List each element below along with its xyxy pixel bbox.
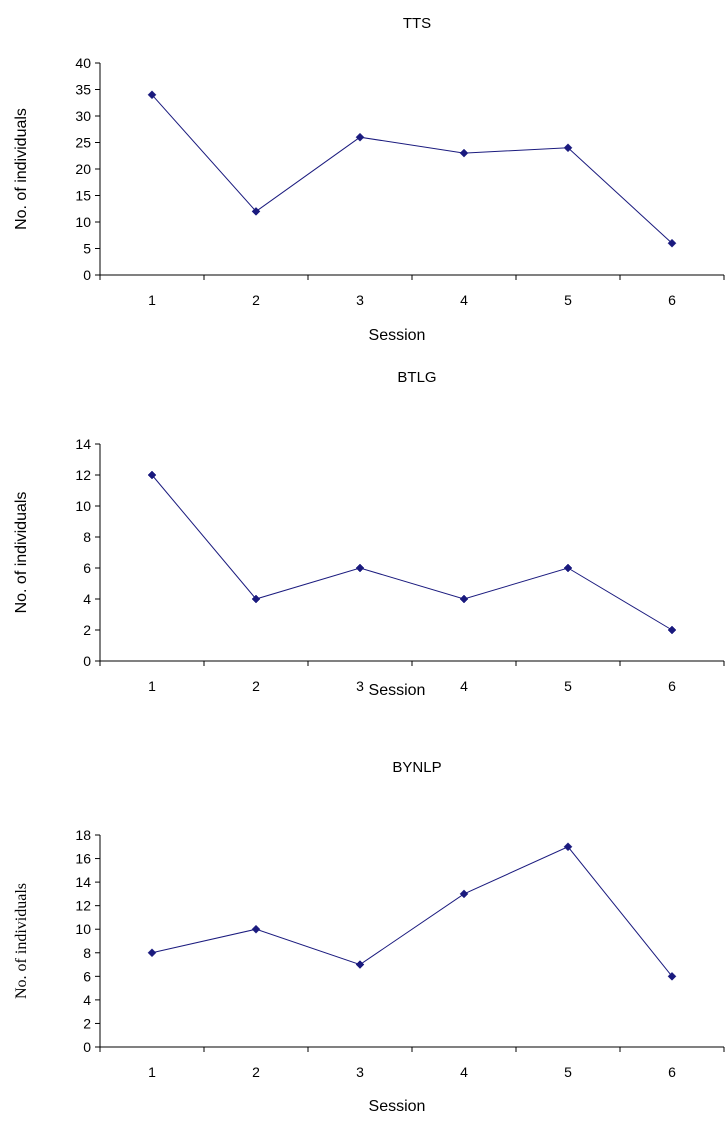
data-point [355,132,365,142]
y-tick-label: 2 [83,1015,91,1031]
y-axis-label: No. of individuals [13,883,30,999]
x-tick-label: 1 [148,292,156,308]
y-tick-label: 35 [75,82,91,98]
x-axis-label: Session [369,1098,426,1115]
y-tick-label: 10 [75,214,91,230]
x-tick-label: 6 [668,678,676,694]
y-tick-label: 6 [83,968,91,984]
series-line [151,846,673,977]
y-tick-label: 14 [75,436,91,452]
y-tick-label: 20 [75,161,91,177]
data-point [251,207,261,216]
data-point [251,594,261,604]
data-point [147,948,157,958]
x-tick-label: 1 [148,678,156,694]
chart-title: TTS [403,15,431,32]
data-point [355,960,365,969]
y-tick-label: 2 [83,622,91,638]
data-point [355,563,365,573]
y-tick-label: 10 [75,498,91,514]
data-point [459,594,469,604]
y-tick-label: 14 [75,874,91,890]
series-line [151,94,673,244]
chart-title: BTLG [397,369,436,386]
x-tick-label: 2 [252,678,260,694]
x-tick-label: 5 [564,678,572,694]
x-axis-label: Session [369,682,426,699]
x-tick-label: 3 [356,678,364,694]
y-axis-label: No. of individuals [13,492,30,614]
y-tick-label: 10 [75,921,91,937]
data-point [563,563,573,573]
x-tick-label: 4 [460,1064,468,1080]
x-tick-label: 3 [356,1064,364,1080]
y-tick-label: 16 [75,851,91,867]
y-tick-label: 15 [75,188,91,204]
y-tick-label: 40 [75,55,91,71]
x-tick-label: 6 [668,292,676,308]
y-tick-label: 30 [75,108,91,124]
x-tick-label: 5 [564,1064,572,1080]
y-tick-label: 8 [83,945,91,961]
y-tick-label: 12 [75,467,91,483]
x-axis-label: Session [369,327,426,344]
data-point [147,90,157,100]
data-point [147,470,157,480]
x-tick-label: 5 [564,292,572,308]
x-tick-label: 1 [148,1064,156,1080]
y-tick-label: 6 [83,560,91,576]
data-point [667,971,677,981]
chart-title: BYNLP [392,759,441,776]
y-tick-label: 0 [83,267,91,283]
y-tick-label: 0 [83,653,91,669]
data-point [251,924,261,934]
y-tick-label: 4 [83,591,91,607]
data-point [563,842,573,852]
y-tick-label: 4 [83,992,91,1008]
y-tick-label: 25 [75,135,91,151]
data-point [459,148,469,158]
y-tick-label: 5 [83,241,91,257]
chart-1: TTS 0 5 10 15 20 25 30 35 40 1 2 3 4 5 6 Session No. of i… [13,15,725,344]
data-point [667,625,677,635]
data-point [667,238,677,248]
x-tick-label: 6 [668,1064,676,1080]
x-tick-label: 2 [252,1064,260,1080]
y-tick-label: 8 [83,529,91,545]
x-tick-label: 4 [460,678,468,694]
x-tick-label: 2 [252,292,260,308]
y-tick-label: 18 [75,827,91,843]
data-point [563,143,573,153]
x-tick-label: 4 [460,292,468,308]
data-point [459,889,469,899]
series-line [151,474,673,631]
x-tick-label: 3 [356,292,364,308]
y-tick-label: 12 [75,898,91,914]
y-axis-label: No. of individuals [13,108,30,230]
y-tick-label: 0 [83,1039,91,1055]
